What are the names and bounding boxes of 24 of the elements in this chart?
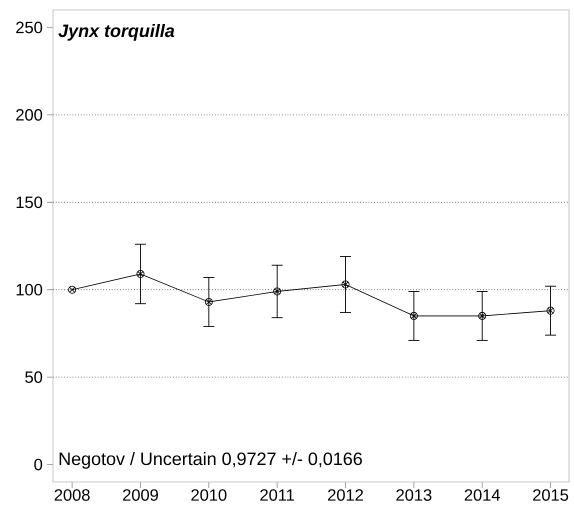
- y-tick-label: 0: [34, 458, 42, 470]
- x-tick-label: 2012: [328, 489, 363, 501]
- annotation: Negotov / Uncertain 0,9727 +/- 0,0166: [60, 452, 362, 469]
- y-tick-label: 200: [16, 109, 42, 121]
- text: Jynx torquilla: [58, 24, 174, 41]
- y-tick-label: 250: [16, 22, 42, 34]
- x-tick-label: 2010: [191, 489, 226, 501]
- point: [136, 270, 144, 278]
- point: [273, 287, 282, 296]
- y-tick-label: 50: [25, 371, 42, 383]
- x-tick-label: 2014: [464, 489, 500, 501]
- point: [204, 298, 213, 306]
- y-tick-label: 100: [16, 284, 42, 296]
- x-tick-label: 2015: [533, 489, 568, 501]
- point: [478, 312, 486, 320]
- point: [68, 286, 76, 294]
- x-tick-label: 2011: [260, 489, 294, 501]
- point: [342, 280, 350, 288]
- x-tick-label: 2008: [54, 489, 90, 501]
- x-tick-label: 2013: [396, 489, 432, 501]
- x-tick-label: 2009: [123, 489, 158, 501]
- y-tick-label: 150: [16, 196, 42, 208]
- point: [546, 306, 555, 315]
- point: [410, 312, 418, 320]
